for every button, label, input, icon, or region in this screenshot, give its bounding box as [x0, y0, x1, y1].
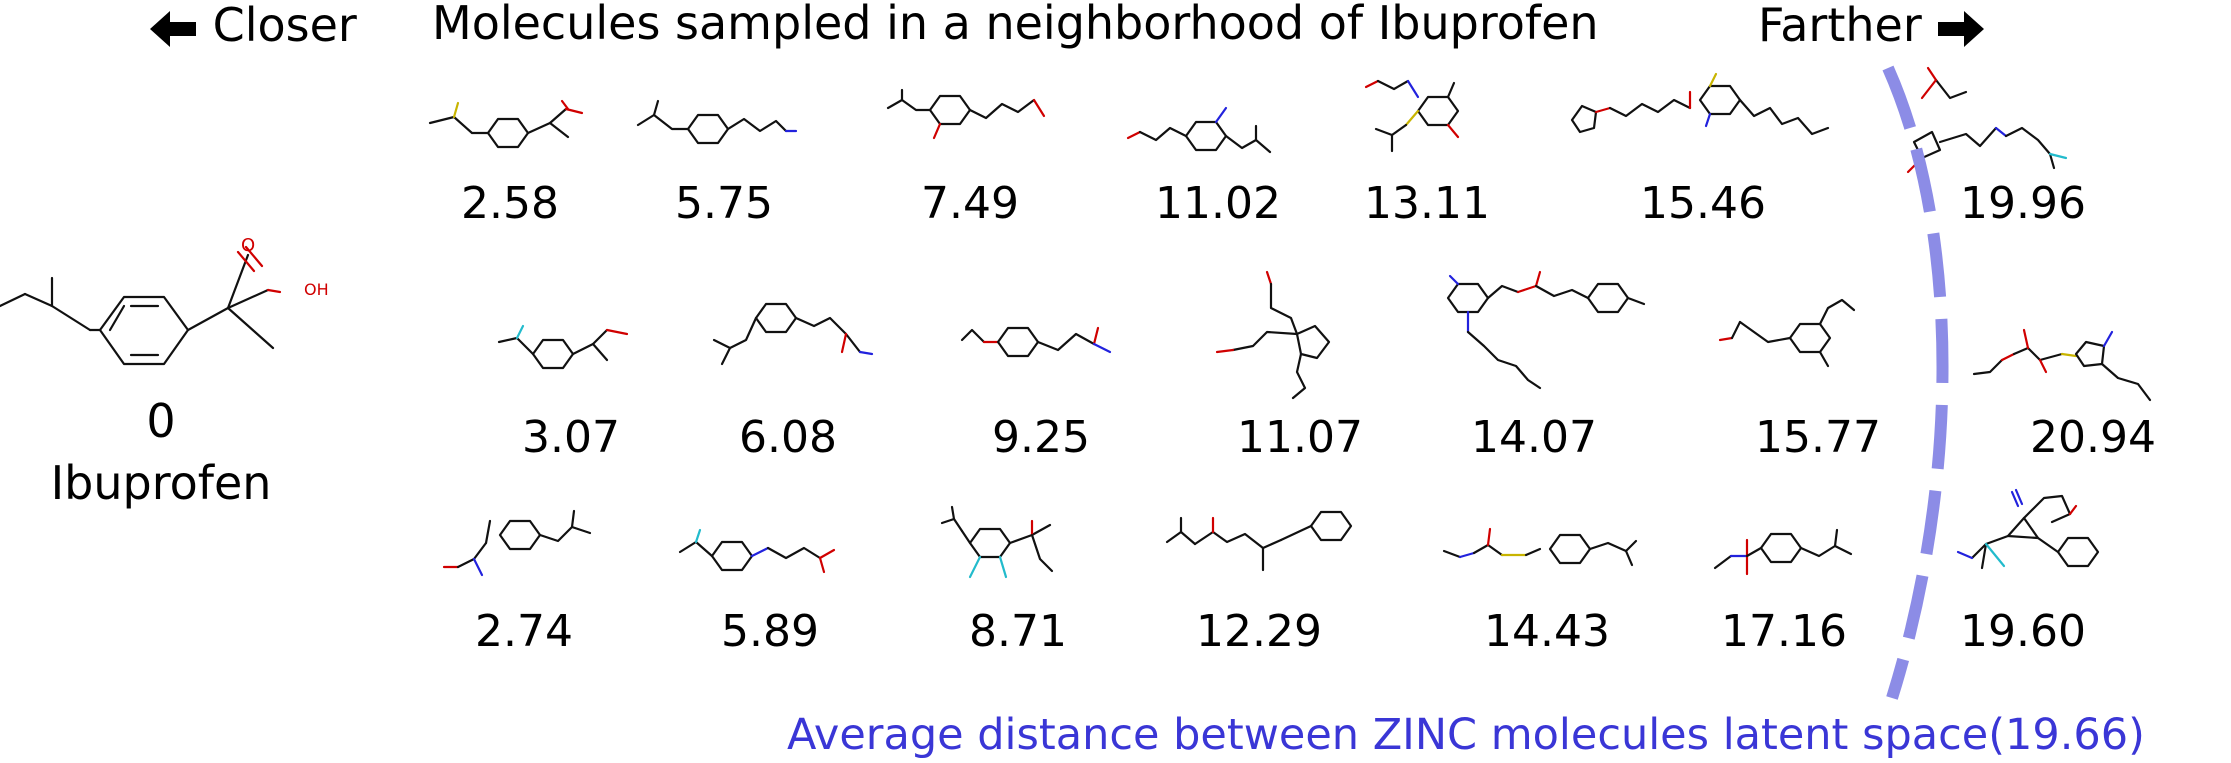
boundary-arc: [1882, 65, 1949, 700]
distance-label: 15.46: [1640, 178, 1766, 229]
molecule-r2-c5: [1446, 270, 1646, 390]
farther-label: Farther: [1758, 0, 1922, 52]
distance-label: 17.16: [1721, 606, 1847, 657]
distance-label: 20.94: [2030, 412, 2156, 463]
molecule-r3-c5: [1442, 527, 1638, 567]
distance-label: 5.75: [675, 178, 773, 229]
molecule-r2-c4: [1215, 270, 1331, 400]
molecule-r2-c2: [712, 302, 874, 366]
distance-label: 14.07: [1471, 412, 1597, 463]
distance-label: 2.58: [461, 178, 559, 229]
hydroxyl-label: OH: [304, 280, 329, 299]
molecule-r3-c2: [678, 528, 836, 574]
distance-label: 11.07: [1237, 412, 1363, 463]
oxygen-label: O: [241, 235, 255, 256]
distance-label: 5.89: [721, 606, 819, 657]
distance-label: 11.02: [1155, 178, 1281, 229]
distance-label: 19.96: [1960, 178, 2086, 229]
closer-label-group: Closer: [148, 2, 357, 49]
molecule-r2-c6: [1718, 298, 1856, 368]
distance-label: 3.07: [522, 412, 620, 463]
molecule-r1-c5: [1364, 79, 1460, 153]
ibuprofen-structure: O OH: [0, 235, 329, 366]
distance-label: 7.49: [921, 178, 1019, 229]
distance-label: 9.25: [992, 412, 1090, 463]
average-distance-note: Average distance between ZINC molecules …: [787, 710, 2145, 760]
distance-label: 13.11: [1364, 178, 1490, 229]
farther-label-group: Farther: [1758, 2, 1986, 49]
molecule-r3-c3: [940, 505, 1054, 579]
right-arrow-icon: [1938, 10, 1985, 47]
molecule-r1-c6: [1570, 72, 1830, 136]
distance-label: 12.29: [1196, 606, 1322, 657]
distance-label: 19.60: [1960, 606, 2086, 657]
molecule-r3-c6: [1713, 528, 1853, 576]
molecule-r1-c2: [636, 99, 798, 145]
closer-label: Closer: [212, 0, 357, 52]
molecule-r2-c1: [497, 324, 629, 370]
molecule-r2-c3: [960, 326, 1112, 358]
left-arrow-icon: [150, 10, 196, 47]
molecule-r3-c1: [442, 509, 592, 577]
molecule-r1-c1: [428, 99, 584, 149]
figure-title: Molecules sampled in a neighborhood of I…: [432, 0, 1599, 50]
distance-label: 6.08: [739, 412, 837, 463]
molecule-r1-c4: [1126, 106, 1272, 154]
reference-name: Ibuprofen: [50, 456, 272, 510]
distance-label: 14.43: [1484, 606, 1610, 657]
distance-label: 2.74: [475, 606, 573, 657]
distance-label: 15.77: [1755, 412, 1881, 463]
distance-label: 8.71: [969, 606, 1067, 657]
molecule-r3-c7: [1956, 488, 2100, 570]
molecule-r1-c3: [886, 88, 1046, 140]
reference-distance: 0: [146, 394, 176, 448]
molecule-r2-c7: [1972, 328, 2152, 402]
molecule-r3-c4: [1165, 510, 1353, 572]
